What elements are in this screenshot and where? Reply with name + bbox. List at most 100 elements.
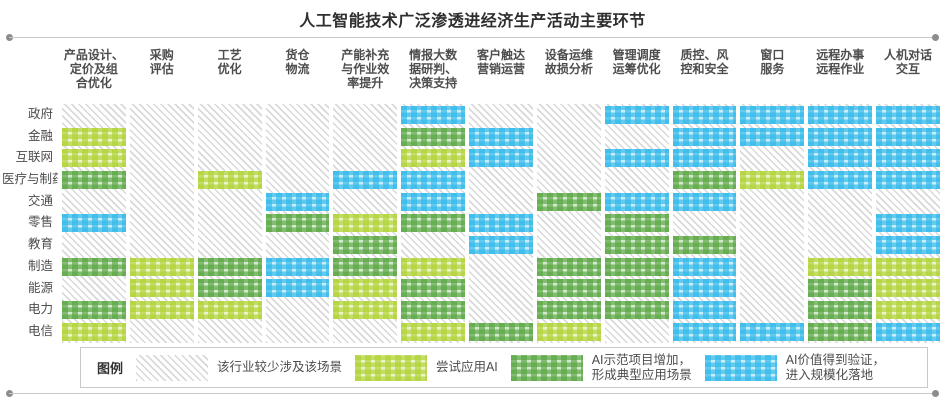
column-header: 设备运维 故损分析 bbox=[544, 48, 593, 76]
matrix-cell-swatch bbox=[876, 301, 940, 320]
matrix-cell-swatch bbox=[265, 279, 330, 298]
matrix-cell bbox=[129, 256, 194, 278]
matrix-cell bbox=[333, 104, 397, 126]
matrix-cell-swatch bbox=[740, 127, 805, 146]
matrix-cell bbox=[740, 278, 804, 300]
matrix-cell-swatch bbox=[62, 214, 126, 233]
matrix-cell bbox=[266, 169, 330, 191]
matrix-cell bbox=[740, 234, 804, 256]
matrix-cell bbox=[198, 234, 262, 256]
matrix-cell bbox=[604, 104, 669, 126]
matrix-cell-swatch bbox=[62, 301, 126, 320]
matrix-cell-swatch bbox=[469, 127, 533, 146]
row-label: 互联网 bbox=[15, 150, 53, 165]
matrix-cell bbox=[401, 256, 466, 278]
matrix-cell bbox=[130, 147, 194, 169]
matrix-cell bbox=[808, 256, 873, 278]
matrix-cell-swatch bbox=[876, 235, 940, 254]
matrix-cell-swatch bbox=[876, 214, 940, 233]
legend-swatch bbox=[510, 354, 583, 381]
matrix-cell bbox=[62, 299, 126, 321]
matrix-cell bbox=[265, 278, 330, 300]
matrix-cell bbox=[197, 169, 262, 191]
matrix-cell bbox=[537, 126, 601, 148]
matrix-cell bbox=[333, 147, 397, 169]
matrix-cell-swatch bbox=[808, 149, 873, 168]
matrix-cell bbox=[876, 169, 940, 191]
matrix-cell-swatch bbox=[740, 322, 805, 341]
matrix-cell-swatch bbox=[265, 192, 330, 211]
matrix-cell-swatch bbox=[197, 170, 262, 189]
matrix-cell-swatch bbox=[197, 301, 262, 320]
matrix-cell bbox=[266, 321, 330, 343]
matrix-cell bbox=[130, 321, 194, 343]
matrix-cell bbox=[266, 234, 330, 256]
matrix-cell-swatch bbox=[62, 149, 126, 168]
matrix-cell bbox=[673, 212, 737, 234]
matrix-cell-swatch bbox=[604, 214, 669, 233]
matrix-cell-swatch bbox=[604, 192, 669, 211]
column-header: 管理调度 运筹优化 bbox=[612, 48, 661, 76]
matrix-cell bbox=[604, 234, 669, 256]
matrix-cell bbox=[265, 256, 330, 278]
matrix-cell bbox=[469, 234, 533, 256]
column-header: 窗口 服务 bbox=[760, 48, 785, 76]
matrix-cell bbox=[333, 126, 397, 148]
matrix-cell bbox=[401, 191, 466, 213]
matrix-cell bbox=[265, 191, 330, 213]
column-header: 产能补充 与作业效 率提升 bbox=[341, 48, 390, 90]
matrix-cell-swatch bbox=[469, 235, 533, 254]
matrix-cell bbox=[130, 104, 194, 126]
matrix-cell-swatch bbox=[62, 170, 126, 189]
matrix-cell-swatch bbox=[536, 192, 601, 211]
matrix-cell bbox=[536, 299, 601, 321]
matrix-cell bbox=[808, 126, 873, 148]
matrix-cell bbox=[808, 299, 873, 321]
matrix-cell-swatch bbox=[536, 279, 601, 298]
matrix-column bbox=[876, 104, 940, 343]
matrix-cell-swatch bbox=[401, 170, 466, 189]
matrix-cell bbox=[536, 191, 601, 213]
matrix-cell bbox=[333, 278, 398, 300]
matrix-cell bbox=[740, 104, 805, 126]
matrix-cell bbox=[401, 104, 466, 126]
matrix-cell bbox=[537, 234, 601, 256]
matrix-cell-swatch bbox=[197, 257, 262, 276]
matrix-cell bbox=[62, 191, 126, 213]
row-label: 电力 bbox=[27, 302, 53, 317]
matrix-cell bbox=[62, 104, 126, 126]
matrix-cell bbox=[469, 299, 533, 321]
matrix-cell bbox=[401, 169, 466, 191]
matrix-cell-swatch bbox=[876, 257, 940, 276]
matrix-cell bbox=[605, 126, 669, 148]
matrix-cell-swatch bbox=[672, 257, 737, 276]
top-divider bbox=[6, 34, 939, 41]
matrix-cell bbox=[537, 212, 601, 234]
matrix-cell-swatch bbox=[604, 257, 669, 276]
matrix-column bbox=[62, 104, 126, 343]
matrix-cell bbox=[604, 256, 669, 278]
matrix-cell-swatch bbox=[672, 235, 737, 254]
matrix-cell-swatch bbox=[62, 127, 126, 146]
matrix-cell bbox=[672, 147, 737, 169]
matrix-cell bbox=[62, 212, 126, 234]
matrix-cell bbox=[401, 321, 466, 343]
matrix-cell bbox=[537, 169, 601, 191]
row-label-column: 政府金融互联网医疗与制药交通零售教育制造能源电力电信 bbox=[2, 104, 58, 343]
matrix-cell bbox=[197, 256, 262, 278]
legend-item-label: 尝试应用AI bbox=[435, 360, 498, 374]
matrix-cell bbox=[129, 299, 194, 321]
matrix-cell-swatch bbox=[536, 301, 601, 320]
matrix-cell-swatch bbox=[333, 279, 398, 298]
matrix-cell bbox=[740, 147, 804, 169]
matrix-cell-swatch bbox=[401, 279, 466, 298]
matrix-cell bbox=[469, 278, 533, 300]
matrix-column bbox=[401, 104, 466, 343]
row-label: 交通 bbox=[27, 193, 53, 208]
matrix-cell-swatch bbox=[808, 257, 873, 276]
matrix-cell bbox=[876, 321, 940, 343]
column-header: 远程办事 远程作业 bbox=[816, 48, 865, 76]
matrix-cell-swatch bbox=[333, 257, 398, 276]
matrix-cell-swatch bbox=[129, 301, 194, 320]
